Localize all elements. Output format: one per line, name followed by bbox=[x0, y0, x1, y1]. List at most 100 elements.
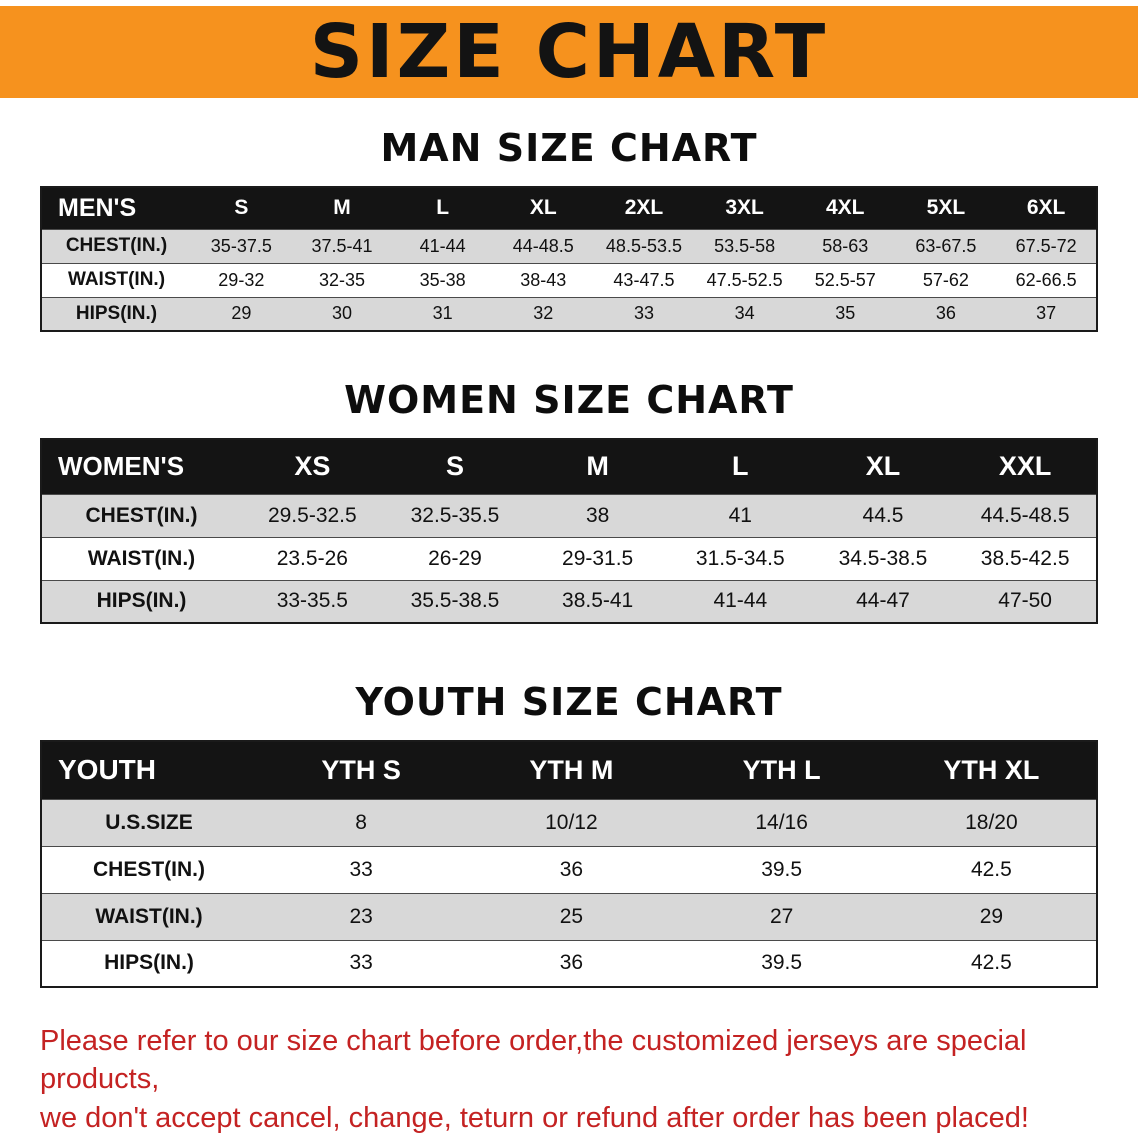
size-value-cell: 32 bbox=[533, 303, 554, 324]
size-value-cell: 18/20 bbox=[965, 810, 1018, 834]
size-column-header: XXL bbox=[954, 439, 1097, 494]
disclaimer-line-2: we don't accept cancel, change, teturn o… bbox=[40, 1101, 1029, 1134]
size-column-header: 4XL bbox=[794, 187, 896, 229]
women-size-table: WOMEN'S XS S M L XL XXL CHEST(IN.) 29.5-32.5 32.5… bbox=[40, 438, 1098, 624]
size-value-cell: 34.5-38.5 bbox=[838, 546, 928, 570]
size-column-header: S bbox=[383, 439, 527, 494]
size-value-cell: 23.5-26 bbox=[276, 546, 348, 570]
measurement-row-label: HIPS(IN.) bbox=[104, 951, 194, 975]
youth-size-table: YOUTH YTH S YTH M YTH L YTH XL U.S.SIZE 8 10/12… bbox=[40, 740, 1098, 988]
table-header-row: YOUTH YTH S YTH M YTH L YTH XL bbox=[41, 741, 1097, 799]
size-column-header: S bbox=[191, 187, 292, 229]
size-value-cell: 36 bbox=[559, 951, 584, 975]
table-row: WAIST(IN.) 23.5-26 26-29 29-31.5 31.5-34.5 34… bbox=[41, 537, 1097, 580]
size-value-cell: 38 bbox=[585, 503, 610, 527]
size-value-cell: 42.5 bbox=[970, 951, 1012, 975]
youth-section-title: YOUTH SIZE CHART bbox=[355, 680, 783, 724]
measurement-row-label: CHEST(IN.) bbox=[85, 503, 198, 527]
size-value-cell: 41-44 bbox=[419, 235, 466, 256]
size-value-cell: 47.5-52.5 bbox=[706, 269, 783, 290]
size-value-cell: 32-35 bbox=[318, 269, 365, 290]
size-value-cell: 44.5-48.5 bbox=[980, 503, 1070, 527]
table-header-row: WOMEN'S XS S M L XL XXL bbox=[41, 439, 1097, 494]
size-value-cell: 31 bbox=[432, 303, 453, 324]
size-value-cell: 39.5 bbox=[761, 857, 803, 881]
disclaimer-line-1: Please refer to our size chart before or… bbox=[40, 1025, 1027, 1096]
disclaimer-text: Please refer to our size chart before or… bbox=[40, 1022, 1138, 1137]
table-corner-label: WOMEN'S bbox=[41, 439, 241, 494]
size-value-cell: 62-66.5 bbox=[1015, 269, 1077, 290]
size-value-cell: 47-50 bbox=[998, 589, 1052, 613]
size-column-header: 2XL bbox=[593, 187, 695, 229]
size-value-cell: 53.5-58 bbox=[714, 235, 776, 256]
table-row: HIPS(IN.) 29 30 31 32 33 34 35 36 37 bbox=[41, 297, 1097, 331]
size-value-cell: 29-32 bbox=[218, 269, 265, 290]
size-value-cell: 41 bbox=[728, 503, 752, 527]
size-column-header: YTH L bbox=[676, 741, 887, 799]
size-column-header: YTH M bbox=[466, 741, 677, 799]
table-row: CHEST(IN.) 33 36 39.5 42.5 bbox=[41, 846, 1097, 893]
size-value-cell: 44-47 bbox=[856, 589, 910, 613]
measurement-row-label: HIPS(IN.) bbox=[96, 589, 187, 613]
size-column-header: YTH S bbox=[256, 741, 467, 799]
size-value-cell: 35.5-38.5 bbox=[410, 589, 500, 613]
size-column-header: M bbox=[291, 187, 393, 229]
size-value-cell: 35-38 bbox=[419, 269, 466, 290]
table-row: HIPS(IN.) 33-35.5 35.5-38.5 38.5-41 41-44 44-… bbox=[41, 580, 1097, 623]
size-column-header: XL bbox=[811, 439, 955, 494]
size-column-header: L bbox=[392, 187, 493, 229]
size-value-cell: 38.5-41 bbox=[562, 589, 634, 613]
size-column-header: XS bbox=[241, 439, 384, 494]
size-value-cell: 37.5-41 bbox=[311, 235, 373, 256]
size-value-cell: 32.5-35.5 bbox=[410, 503, 500, 527]
size-value-cell: 67.5-72 bbox=[1015, 235, 1077, 256]
size-value-cell: 27 bbox=[769, 904, 794, 928]
men-section-title: MAN SIZE CHART bbox=[380, 126, 758, 170]
size-value-cell: 33 bbox=[349, 857, 373, 881]
size-value-cell: 43-47.5 bbox=[613, 269, 675, 290]
size-value-cell: 39.5 bbox=[761, 951, 803, 975]
size-value-cell: 29.5-32.5 bbox=[267, 503, 357, 527]
measurement-row-label: WAIST(IN.) bbox=[67, 269, 166, 290]
measurement-row-label: WAIST(IN.) bbox=[87, 546, 196, 570]
measurement-row-label: WAIST(IN.) bbox=[95, 904, 203, 928]
measurement-row-label: CHEST(IN.) bbox=[65, 235, 168, 256]
size-value-cell: 33 bbox=[349, 951, 373, 975]
size-column-header: 3XL bbox=[694, 187, 795, 229]
table-row: WAIST(IN.) 23 25 27 29 bbox=[41, 893, 1097, 940]
size-value-cell: 14/16 bbox=[755, 810, 808, 834]
men-size-table: MEN'S S M L XL 2XL 3XL 4XL 5XL 6XL CHEST(IN.) 35-37… bbox=[40, 186, 1098, 332]
size-column-header: XL bbox=[492, 187, 594, 229]
table-row: CHEST(IN.) 35-37.5 37.5-41 41-44 44-48.5 48.5… bbox=[41, 229, 1097, 263]
size-value-cell: 34 bbox=[734, 303, 755, 324]
size-value-cell: 29-31.5 bbox=[562, 546, 634, 570]
table-row: U.S.SIZE 8 10/12 14/16 18/20 bbox=[41, 799, 1097, 846]
size-column-header: 5XL bbox=[895, 187, 997, 229]
size-value-cell: 33-35.5 bbox=[276, 589, 348, 613]
size-column-header: 6XL bbox=[996, 187, 1097, 229]
table-row: HIPS(IN.) 33 36 39.5 42.5 bbox=[41, 940, 1097, 987]
table-corner-label: YOUTH bbox=[41, 741, 256, 799]
size-column-header: L bbox=[668, 439, 812, 494]
size-column-header: M bbox=[526, 439, 669, 494]
size-value-cell: 25 bbox=[559, 904, 584, 928]
size-value-cell: 42.5 bbox=[970, 857, 1012, 881]
size-value-cell: 29 bbox=[979, 904, 1004, 928]
size-value-cell: 41-44 bbox=[713, 589, 768, 613]
size-value-cell: 8 bbox=[355, 810, 367, 834]
size-value-cell: 10/12 bbox=[545, 810, 598, 834]
page-title: SIZE CHART bbox=[309, 9, 829, 95]
size-value-cell: 63-67.5 bbox=[915, 235, 977, 256]
measurement-row-label: HIPS(IN.) bbox=[75, 302, 158, 324]
size-value-cell: 58-63 bbox=[822, 235, 869, 256]
size-value-cell: 36 bbox=[935, 303, 956, 324]
size-value-cell: 30 bbox=[331, 303, 352, 324]
table-row: WAIST(IN.) 29-32 32-35 35-38 38-43 43-47.5 47.… bbox=[41, 263, 1097, 297]
size-value-cell: 35 bbox=[835, 303, 856, 324]
size-value-cell: 57-62 bbox=[922, 269, 969, 290]
size-value-cell: 44-48.5 bbox=[512, 235, 574, 256]
size-value-cell: 33 bbox=[633, 303, 654, 324]
size-value-cell: 44.5 bbox=[862, 503, 904, 527]
measurement-row-label: CHEST(IN.) bbox=[93, 857, 205, 881]
size-value-cell: 26-29 bbox=[428, 546, 482, 570]
